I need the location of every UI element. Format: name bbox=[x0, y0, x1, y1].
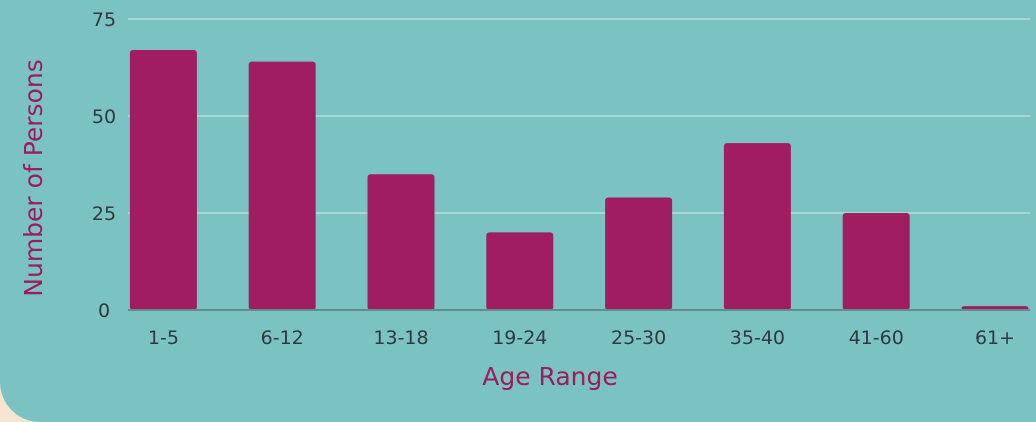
y-tick-label: 75 bbox=[92, 9, 116, 31]
y-tick-label: 50 bbox=[92, 106, 116, 128]
bar-6-12 bbox=[248, 61, 316, 311]
x-tick-label: 25-30 bbox=[611, 327, 666, 349]
bar-35-40 bbox=[723, 143, 791, 310]
x-tick-label: 1-5 bbox=[148, 327, 179, 349]
x-axis-title: Age Range bbox=[482, 362, 618, 391]
y-axis-ticks: 0 25 50 75 bbox=[92, 9, 116, 322]
x-tick-label: 35-40 bbox=[730, 327, 785, 349]
y-tick-label: 0 bbox=[98, 300, 110, 322]
bar-41-60 bbox=[842, 213, 910, 310]
bar-1-5 bbox=[129, 50, 197, 310]
bar-13-18 bbox=[367, 174, 435, 310]
x-tick-label: 41-60 bbox=[849, 327, 904, 349]
bars bbox=[129, 50, 1029, 311]
bar-19-24 bbox=[486, 232, 554, 310]
x-tick-label: 61+ bbox=[975, 327, 1015, 349]
y-tick-label: 25 bbox=[92, 203, 116, 225]
x-axis-ticks: 1-5 6-12 13-18 19-24 25-30 35-40 41-60 61+ bbox=[148, 327, 1015, 349]
y-axis-title: Number of Persons bbox=[19, 59, 48, 296]
x-tick-label: 6-12 bbox=[261, 327, 304, 349]
bar-25-30 bbox=[605, 197, 673, 310]
x-tick-label: 19-24 bbox=[492, 327, 547, 349]
x-tick-label: 13-18 bbox=[373, 327, 428, 349]
